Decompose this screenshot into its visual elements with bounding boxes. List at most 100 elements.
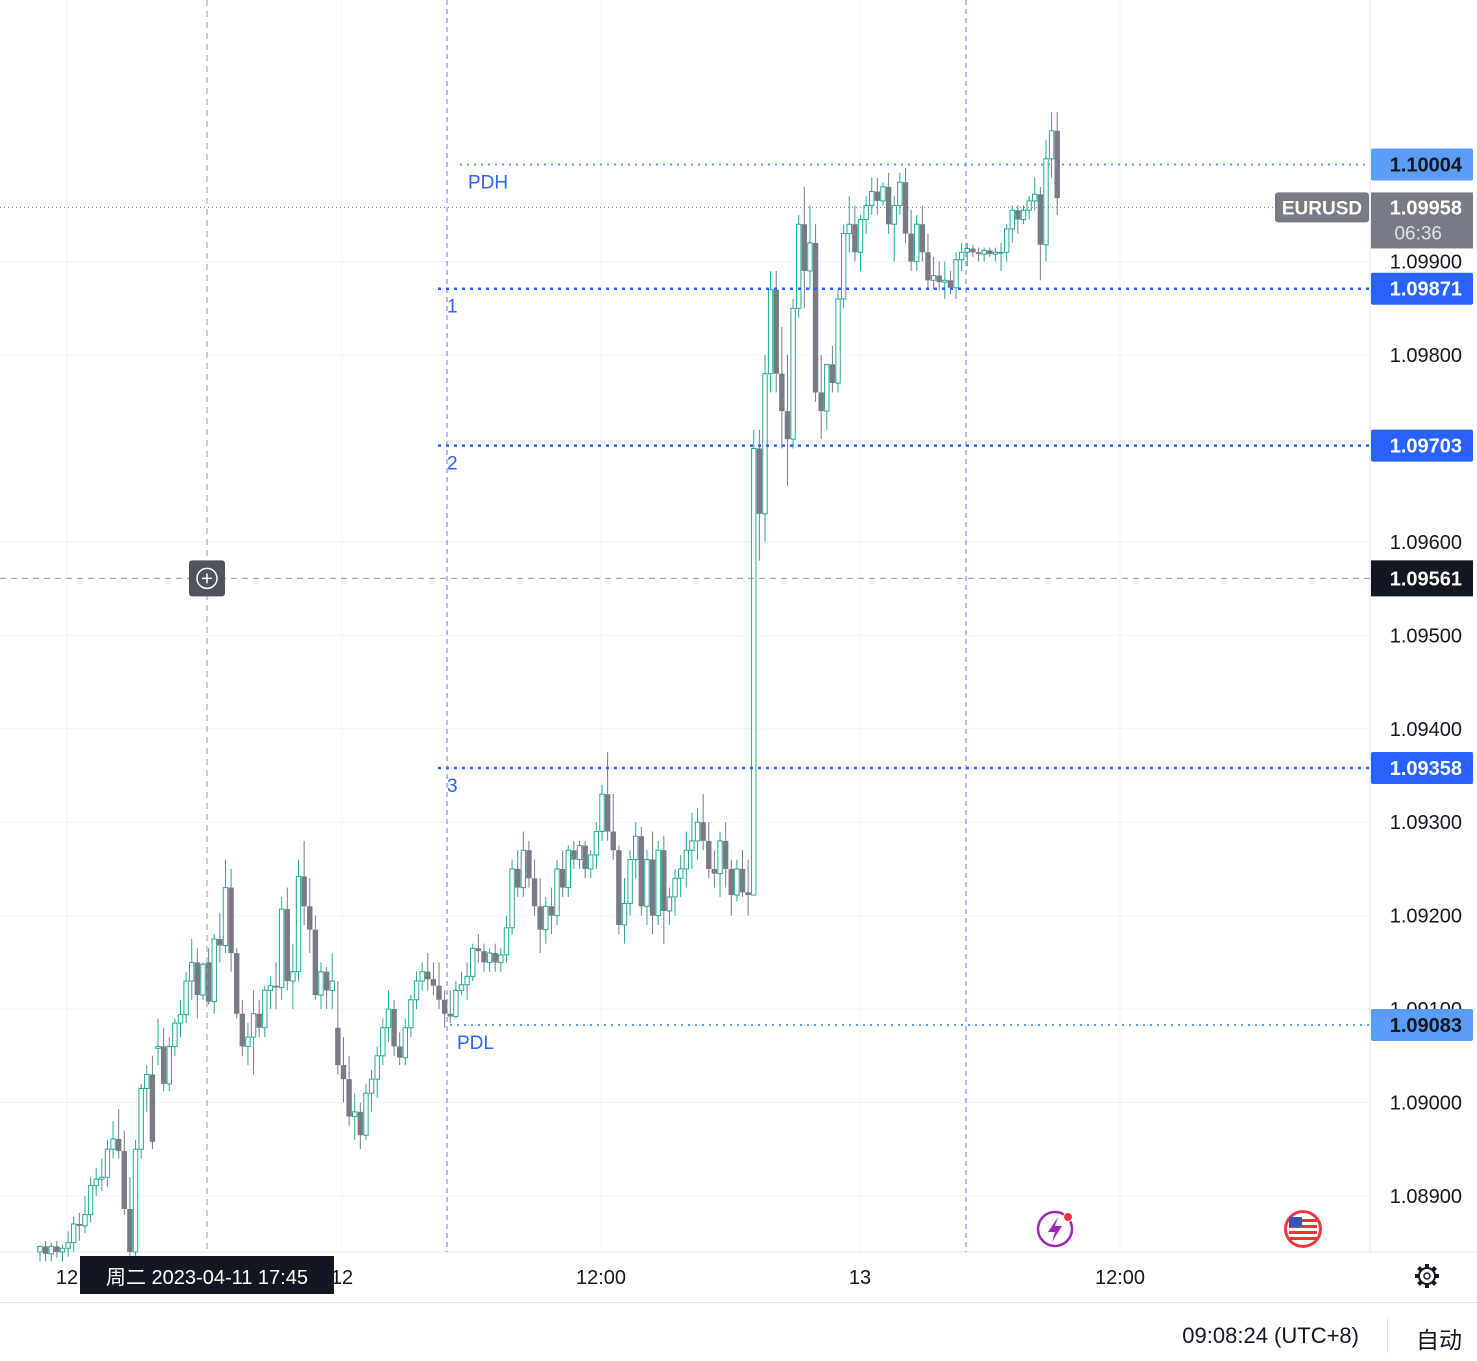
candle: [835, 289, 841, 393]
candle-body: [250, 1013, 257, 1038]
candle: [115, 1109, 122, 1159]
candle: [54, 1240, 60, 1258]
candle: [677, 854, 684, 897]
candle: [812, 224, 819, 402]
candle-body: [509, 868, 515, 929]
candle-body: [65, 1242, 71, 1249]
level-price-tag[interactable]: [1371, 148, 1473, 181]
candle-body: [430, 979, 437, 986]
level-price-tag[interactable]: [1371, 272, 1473, 305]
candle: [616, 845, 622, 935]
flag-stripe: [1289, 1237, 1317, 1240]
candle: [779, 327, 785, 449]
candle: [273, 962, 279, 1010]
candle: [475, 934, 482, 963]
symbol-tag[interactable]: [1275, 192, 1369, 223]
time-axis[interactable]: 12 12 12:00 13 12:00 周二 2023-04-11 17:45: [56, 1256, 1439, 1294]
candle-body: [374, 1055, 380, 1080]
candle: [818, 355, 824, 440]
candle-body: [470, 947, 476, 977]
candle-body: [1020, 209, 1027, 221]
candle: [565, 845, 571, 897]
candle: [717, 831, 723, 897]
candle: [312, 915, 319, 1000]
candle-body: [318, 971, 324, 996]
candle: [262, 985, 268, 1038]
candle-body: [1037, 194, 1044, 245]
candle-body: [773, 289, 779, 374]
level-price-tag[interactable]: [1371, 1008, 1473, 1041]
candle-body: [1026, 200, 1032, 211]
candle: [885, 172, 892, 234]
candle-body: [262, 989, 268, 1029]
candle: [807, 205, 813, 290]
candle: [1009, 205, 1015, 243]
level-label: 2: [447, 454, 458, 475]
lightning-icon[interactable]: [1036, 1210, 1074, 1248]
candle: [110, 1121, 116, 1159]
candle: [526, 840, 532, 888]
us-flag-icon[interactable]: [1284, 1210, 1322, 1248]
candle-body: [385, 1008, 392, 1029]
candle-body: [166, 1045, 172, 1085]
candle-body: [127, 1209, 133, 1252]
candle-body: [610, 831, 616, 851]
candle: [430, 962, 437, 996]
candle-body: [1054, 130, 1060, 199]
candle: [953, 252, 959, 299]
candle: [99, 1158, 105, 1192]
candle: [857, 214, 864, 271]
candle: [194, 948, 201, 1019]
candle: [93, 1167, 99, 1196]
candle: [689, 812, 695, 869]
candle: [571, 840, 577, 869]
candle-body: [543, 905, 549, 931]
candle-body: [104, 1148, 111, 1178]
candle-body: [93, 1178, 99, 1187]
candle: [290, 943, 296, 1010]
candle-body: [340, 1065, 347, 1080]
candle: [897, 172, 903, 215]
candle-body: [138, 1087, 144, 1150]
candle-body: [751, 447, 757, 896]
level-price-tag[interactable]: [1371, 429, 1473, 462]
candle-body: [357, 1111, 364, 1136]
price-tick-label: 1.09400: [1390, 719, 1462, 741]
footer-divider: [1387, 1317, 1388, 1353]
candle-body: [211, 938, 217, 1003]
price-axis[interactable]: 1.089001.090001.091001.092001.093001.094…: [1275, 148, 1473, 1208]
candle: [661, 836, 667, 944]
candle-body: [942, 279, 948, 283]
gear-icon[interactable]: [1415, 1264, 1439, 1288]
candle: [975, 247, 982, 262]
auto-scale-button[interactable]: 自动: [1416, 1327, 1462, 1353]
grid: [0, 0, 1477, 1253]
level-price-tag[interactable]: [1371, 752, 1473, 785]
candle: [559, 850, 566, 897]
candle: [1043, 140, 1049, 262]
candle-body: [160, 1046, 167, 1084]
clock-label[interactable]: 09:08:24 (UTC+8): [1182, 1323, 1359, 1348]
candle-body: [728, 868, 734, 896]
overlay-icons: [189, 560, 1322, 1248]
candle: [711, 850, 718, 888]
candle-body: [756, 448, 763, 514]
candle-body: [548, 906, 555, 916]
candle: [1020, 205, 1027, 225]
candle: [464, 962, 470, 1000]
candle: [346, 1055, 352, 1126]
candle-body: [155, 1045, 161, 1049]
candle: [846, 196, 852, 253]
candle-body: [177, 1014, 184, 1024]
candle-body: [239, 1013, 246, 1047]
candle-body: [402, 1027, 409, 1059]
last-price-tag[interactable]: [1371, 192, 1473, 249]
candle: [323, 967, 330, 1010]
plus-circle-icon[interactable]: [189, 560, 225, 597]
candle: [992, 247, 999, 262]
time-tick-label: 12: [56, 1267, 78, 1289]
candle-body: [76, 1223, 83, 1226]
candle-body: [503, 927, 510, 956]
